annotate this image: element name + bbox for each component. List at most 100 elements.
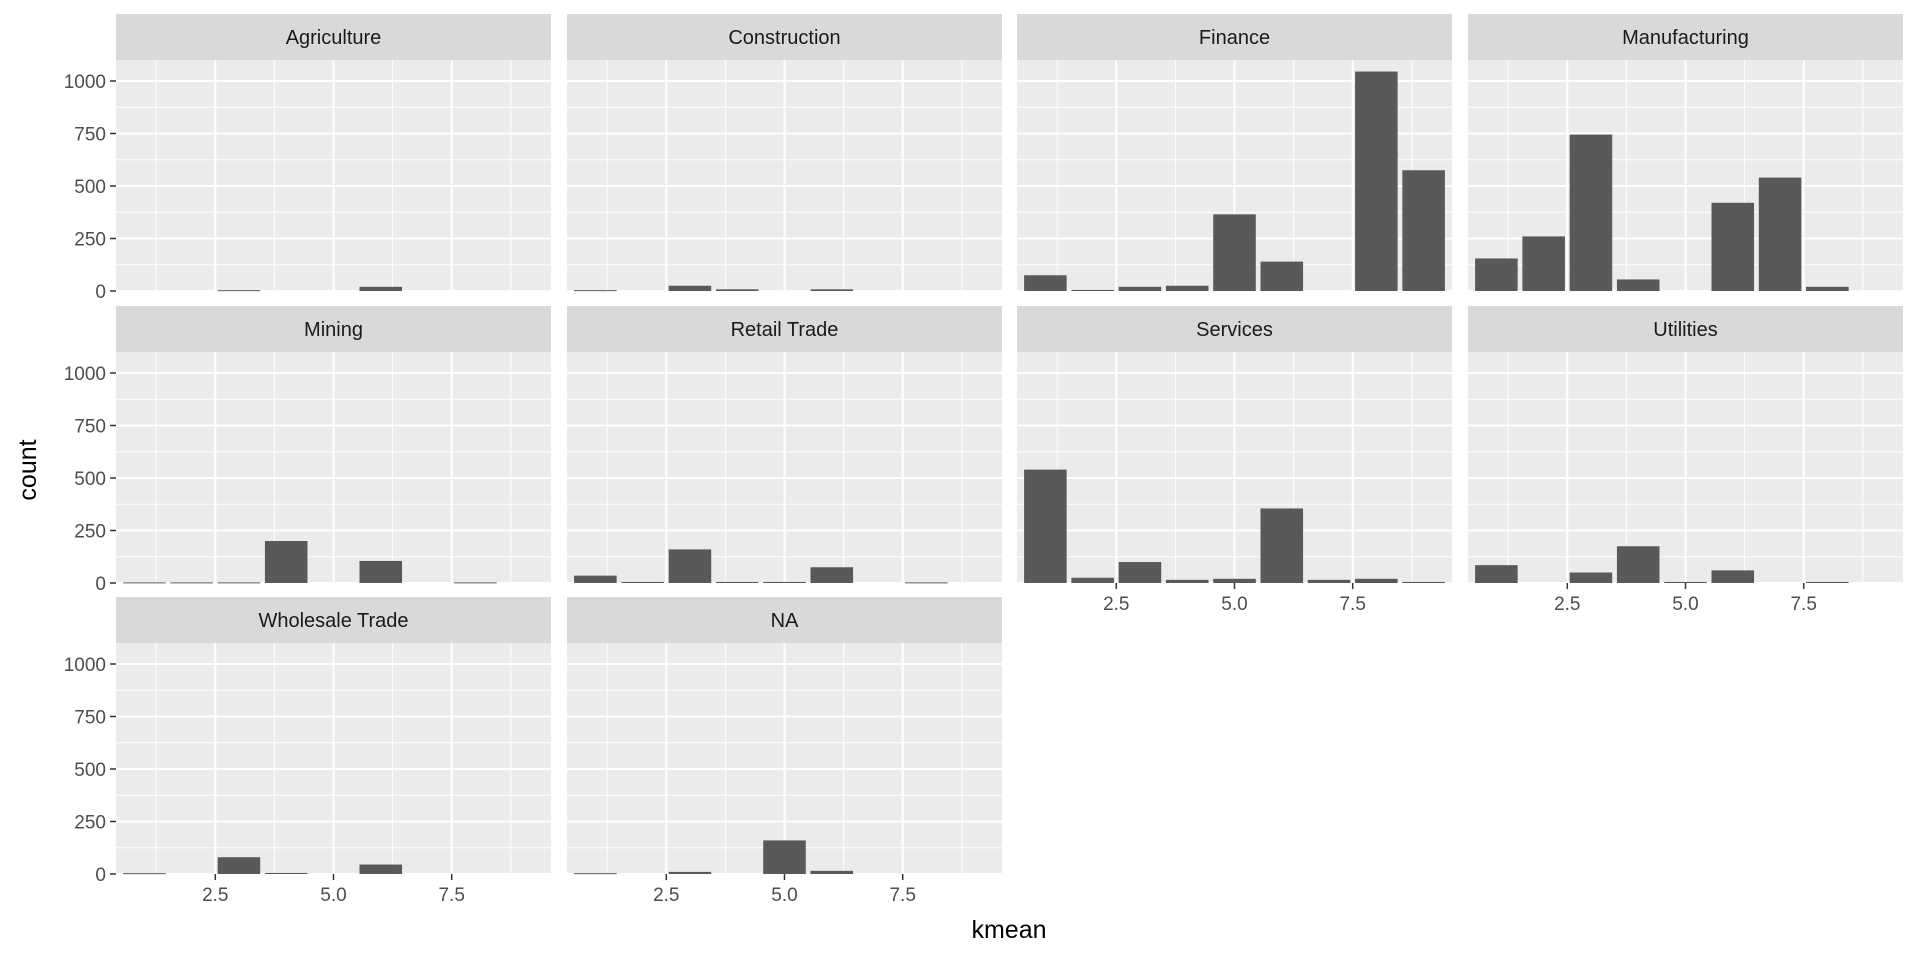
bar: [1071, 577, 1114, 583]
bar: [1711, 202, 1755, 291]
bar: [1711, 570, 1755, 583]
bar: [217, 582, 261, 584]
x-tick-label: 2.5: [653, 885, 679, 906]
bar: [1758, 177, 1802, 291]
facet-strip-label: Utilities: [1653, 319, 1717, 341]
bar: [1616, 279, 1660, 291]
facet-panel-services: Services: [1017, 306, 1452, 584]
facet-strip-label: Manufacturing: [1622, 27, 1749, 49]
x-tick-label: 5.0: [771, 885, 797, 906]
bar: [1165, 285, 1209, 291]
bar: [1071, 289, 1114, 291]
x-axis-title: kmean: [971, 916, 1046, 944]
facet-panel-retail-trade: Retail Trade: [567, 306, 1002, 584]
facet-strip: [116, 597, 551, 643]
x-tick-label: 2.5: [1103, 594, 1129, 615]
bar: [1165, 579, 1209, 583]
y-tick-label: 1000: [64, 72, 106, 93]
bar: [1260, 508, 1304, 583]
bar: [668, 871, 712, 874]
facet-panel-construction: Construction: [567, 14, 1002, 292]
bar: [1213, 578, 1256, 583]
bar: [170, 582, 213, 584]
bar: [359, 286, 403, 291]
bar: [1402, 581, 1445, 583]
y-tick-label: 500: [74, 177, 106, 198]
facet-strip: [567, 14, 1002, 60]
bar: [763, 581, 806, 583]
y-tick-label: 250: [74, 522, 106, 543]
x-tick-label: 7.5: [1339, 594, 1365, 615]
bar: [1569, 134, 1613, 291]
bar: [1664, 581, 1707, 583]
facet-panel-mining: Mining: [116, 306, 551, 584]
bar: [810, 289, 854, 291]
bar: [1355, 71, 1398, 291]
bar: [1806, 286, 1849, 291]
x-tick-label: 2.5: [1554, 594, 1580, 615]
facet-panel-na: NA: [567, 597, 1002, 875]
bar: [668, 549, 712, 583]
facet-strip: [1468, 14, 1903, 60]
bar: [763, 840, 806, 874]
y-tick-label: 750: [74, 708, 106, 729]
facet-strip-label: Mining: [304, 319, 363, 341]
bar: [1475, 565, 1518, 583]
y-axis-title: count: [14, 439, 42, 500]
facet-strip: [116, 14, 551, 60]
bar: [1569, 572, 1613, 583]
bar: [359, 560, 403, 583]
facet-strip: [1468, 306, 1903, 352]
bar: [359, 864, 403, 874]
bar: [1307, 579, 1351, 583]
bar: [715, 581, 759, 583]
facet-panel-manufacturing: Manufacturing: [1468, 14, 1903, 292]
bar: [1260, 261, 1304, 291]
bar: [1118, 562, 1162, 583]
facet-strip-label: Finance: [1199, 27, 1270, 49]
bar: [1355, 578, 1398, 583]
bar: [905, 582, 948, 584]
bar: [1806, 581, 1849, 583]
bar: [810, 870, 854, 874]
bar: [1118, 286, 1162, 291]
bar: [1024, 275, 1067, 291]
bar: [574, 290, 617, 292]
bar: [264, 541, 308, 583]
bar: [264, 872, 308, 874]
bar: [217, 857, 261, 874]
x-tick-label: 5.0: [1672, 594, 1698, 615]
x-tick-label: 7.5: [889, 885, 915, 906]
y-tick-label: 250: [74, 230, 106, 251]
bar: [1213, 214, 1256, 291]
bar: [123, 873, 166, 875]
y-tick-label: 500: [74, 760, 106, 781]
bar: [574, 873, 617, 875]
facet-strip-label: Agriculture: [286, 27, 382, 49]
bar: [1522, 236, 1565, 291]
facet-strip: [1017, 306, 1452, 352]
x-tick-label: 7.5: [1790, 594, 1816, 615]
bar: [810, 567, 854, 583]
x-tick-label: 5.0: [1221, 594, 1247, 615]
facet-strip: [567, 597, 1002, 643]
bar: [668, 285, 712, 291]
bar: [123, 582, 166, 584]
bar: [621, 581, 664, 583]
x-tick-label: 7.5: [438, 885, 464, 906]
y-tick-label: 250: [74, 813, 106, 834]
bar: [217, 290, 261, 292]
bar: [1024, 469, 1067, 583]
facet-panel-wholesale-trade: Wholesale Trade: [116, 597, 551, 875]
facet-strip: [567, 306, 1002, 352]
x-tick-label: 5.0: [320, 885, 346, 906]
facet-panel-finance: Finance: [1017, 14, 1452, 292]
facet-strip-label: Retail Trade: [731, 319, 839, 341]
facet-strip-label: Construction: [728, 27, 840, 49]
bar: [454, 582, 497, 584]
y-tick-label: 0: [95, 574, 106, 595]
bar: [715, 289, 759, 291]
facet-panel-utilities: Utilities: [1468, 306, 1903, 584]
